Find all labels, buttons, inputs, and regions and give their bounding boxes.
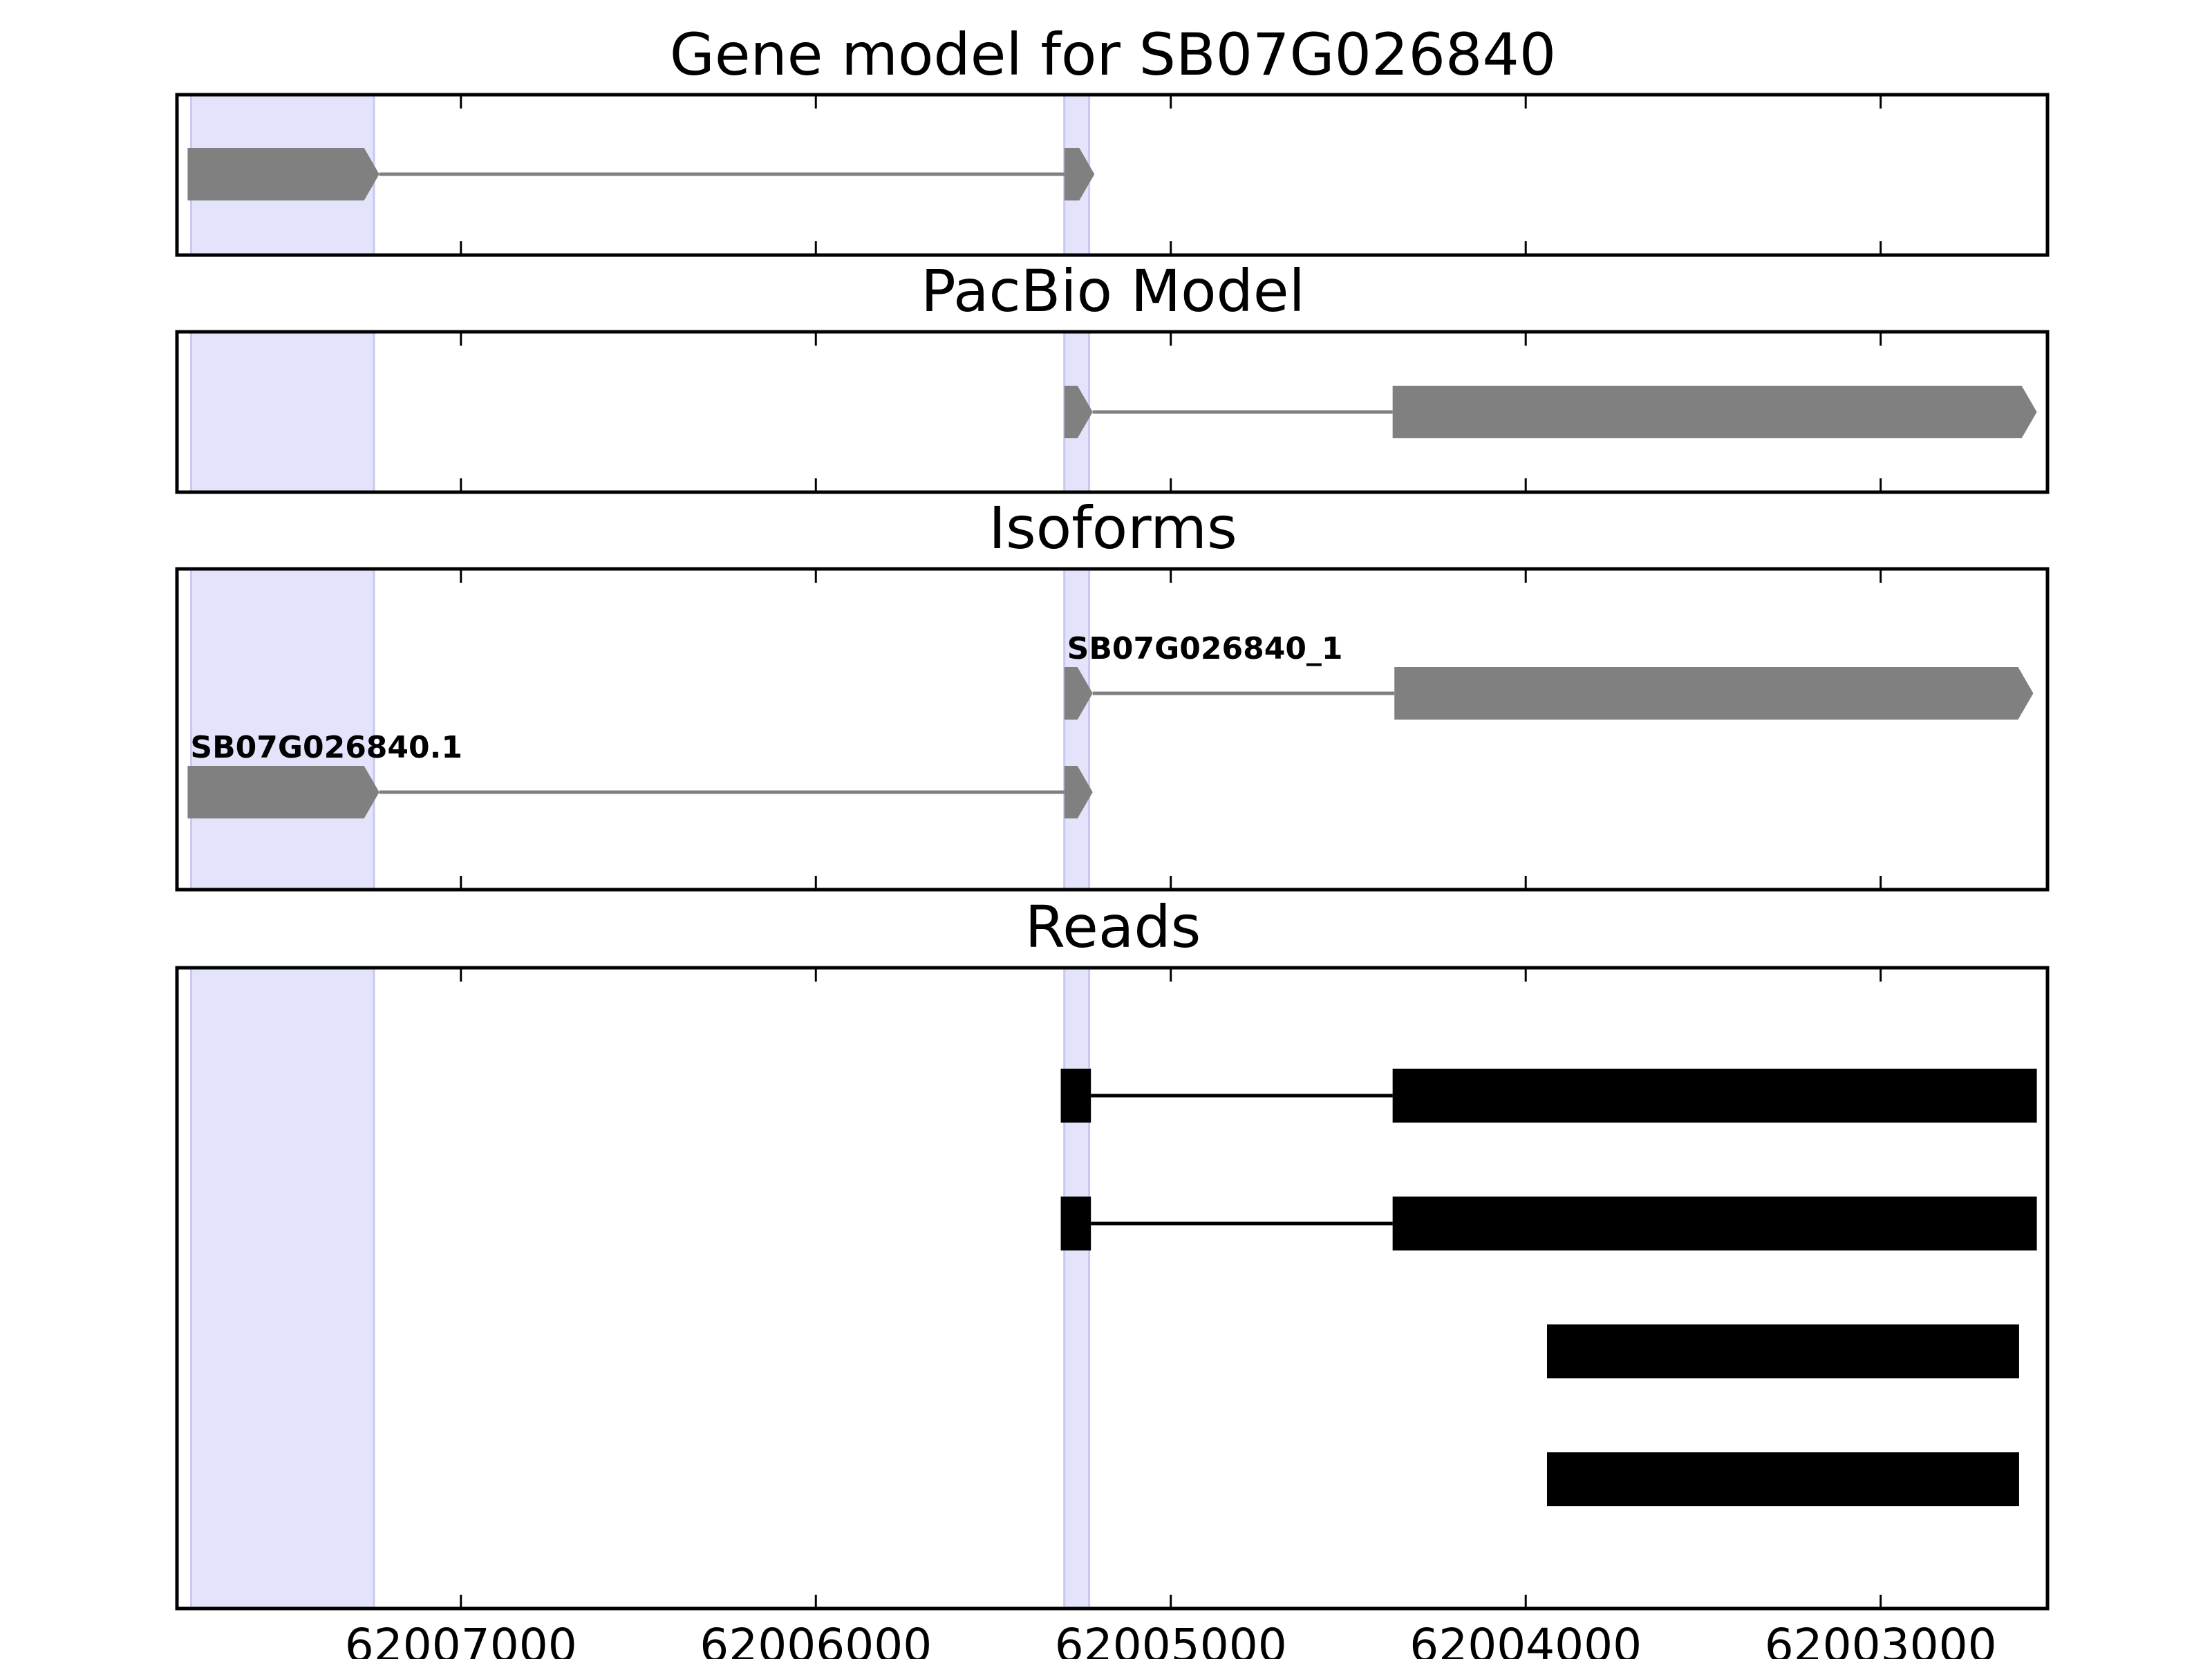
highlight-regions (190, 330, 1091, 494)
exon-block (1064, 766, 1093, 818)
highlight-region (1063, 568, 1091, 891)
x-tick-label: 62006000 (700, 1619, 932, 1659)
isoform-label: SB07G026840_1 (1067, 631, 1343, 666)
exon-block (1064, 667, 1093, 720)
highlight-region (190, 966, 375, 1610)
exon-block (1392, 386, 2037, 438)
exon-block (1394, 667, 2034, 720)
exon-block (1064, 148, 1095, 200)
x-ticks (460, 332, 1882, 492)
read-block (1392, 1069, 2037, 1123)
panel-gene-model: Gene model for SB07G026840 (175, 21, 2050, 257)
read-block (1392, 1197, 2037, 1250)
isoform-label: SB07G026840.1 (190, 730, 462, 765)
read-block (1547, 1324, 2019, 1378)
features (1064, 386, 2037, 438)
highlight-regions (190, 568, 1091, 891)
x-tick-labels: 62007000 62006000 62005000 62004000 62003000 (345, 1619, 1997, 1659)
plot-frame (175, 330, 2050, 494)
isoform-labels: SB07G026840_1 SB07G026840.1 (190, 631, 1342, 765)
plot-frame (175, 567, 2050, 892)
read-block (1060, 1069, 1091, 1123)
panel-title-isoforms: Isoforms (988, 494, 1237, 562)
panel-title-gene-model: Gene model for SB07G026840 (670, 21, 1556, 88)
exon-block (187, 766, 379, 818)
features (187, 667, 2034, 818)
panel-title-reads: Reads (1025, 893, 1201, 961)
exon-block (1064, 386, 1093, 438)
x-tick-label: 62004000 (1409, 1619, 1642, 1659)
x-ticks (460, 968, 1882, 1609)
highlight-region (190, 568, 375, 891)
x-tick-label: 62007000 (345, 1619, 577, 1659)
panel-title-pacbio-model: PacBio Model (921, 257, 1305, 325)
plot-frame (175, 93, 2050, 257)
x-tick-label: 62003000 (1765, 1619, 1997, 1659)
features (1060, 1069, 2037, 1506)
read-block (1060, 1197, 1091, 1250)
read-block (1547, 1452, 2019, 1506)
x-ticks (460, 95, 1882, 255)
highlight-region (1063, 966, 1091, 1610)
x-tick-label: 62005000 (1055, 1619, 1287, 1659)
highlight-region (190, 330, 375, 494)
x-ticks (460, 569, 1882, 890)
panel-pacbio-model: PacBio Model (175, 257, 2050, 494)
panel-reads: Reads 62007000 62006000 62005000 62004000 62… (175, 893, 2050, 1659)
exon-block (187, 148, 379, 200)
plot-frame (175, 966, 2050, 1611)
highlight-regions (190, 966, 1091, 1610)
features (187, 148, 1095, 200)
panel-isoforms: Isoforms SB07G026840_1 SB07G026840.1 (175, 494, 2050, 892)
